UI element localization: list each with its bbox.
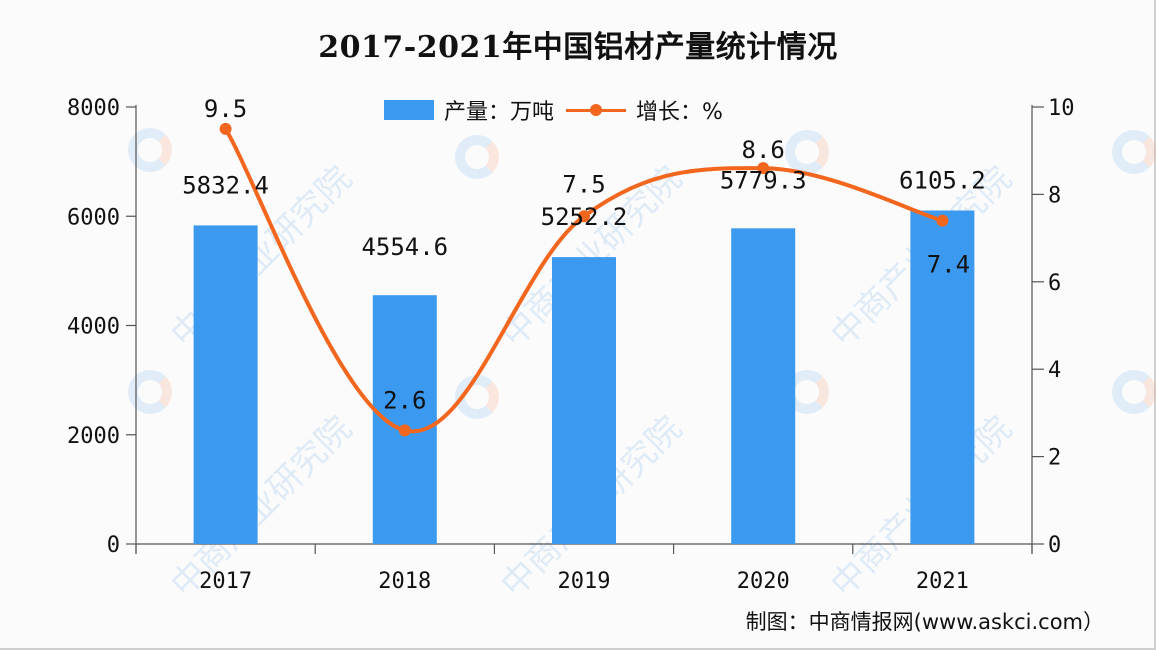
left-y-tick-label: 2000 <box>67 424 120 449</box>
right-y-tick-label: 10 <box>1048 96 1075 121</box>
bar-2021 <box>910 210 975 544</box>
line-value-label: 9.5 <box>204 95 247 123</box>
chart-legend: 产量：万吨 增长：% <box>384 92 727 128</box>
bar-series <box>193 210 975 545</box>
chart-title: 2017-2021年中国铝材产量统计情况 <box>318 30 838 65</box>
line-value-label: 7.5 <box>562 170 605 198</box>
data-labels: 5832.4 4554.6 5252.2 5779.3 6105.2 9.5 2.6 7.5 8… <box>182 95 986 415</box>
line-marker-2017 <box>219 122 232 135</box>
line-marker-2018 <box>398 424 411 437</box>
right-y-tick-label: 4 <box>1048 358 1061 383</box>
x-tick-label: 2018 <box>378 569 431 594</box>
line-value-label: 2.6 <box>383 386 426 414</box>
right-y-tick-label: 2 <box>1048 446 1061 471</box>
axes: 0 2000 4000 6000 8000 0 2 4 6 8 10 2017 2018 2019 2020… <box>67 96 1074 594</box>
bar-value-label: 5252.2 <box>541 203 628 231</box>
left-y-tick-label: 4000 <box>67 315 120 340</box>
bar-value-label: 6105.2 <box>899 167 986 195</box>
bar-2019 <box>552 257 616 544</box>
right-y-tick-label: 6 <box>1048 271 1061 296</box>
right-y-tick-label: 0 <box>1048 533 1061 558</box>
line-series <box>219 122 949 437</box>
bar-2017 <box>193 225 258 544</box>
x-tick-label: 2019 <box>558 569 611 594</box>
left-y-tick-label: 6000 <box>67 205 120 230</box>
legend-bar-label: 产量：万吨 <box>444 100 555 125</box>
growth-line <box>223 126 945 434</box>
left-y-tick-label: 8000 <box>67 96 120 121</box>
line-value-label: 7.4 <box>927 251 970 279</box>
line-value-label: 8.6 <box>742 136 785 164</box>
line-marker-2020 <box>757 162 770 175</box>
legend-line-swatch-icon <box>566 100 627 120</box>
legend-line-label: 增长：% <box>636 100 723 125</box>
left-y-tick-label: 0 <box>107 533 120 558</box>
bar-value-label: 4554.6 <box>361 233 448 261</box>
x-tick-label: 2021 <box>916 569 969 594</box>
bar-2020 <box>731 228 796 545</box>
line-marker-2019 <box>578 210 590 223</box>
x-tick-label: 2017 <box>199 569 252 594</box>
legend-bar-swatch-icon <box>384 100 434 120</box>
line-marker-2021 <box>936 214 949 227</box>
x-tick-label: 2020 <box>737 569 790 594</box>
source-credit: 制图：中商情报网(www.askci.com） <box>745 610 1104 634</box>
bar-value-label: 5832.4 <box>182 171 269 199</box>
right-y-tick-label: 8 <box>1048 183 1061 208</box>
bar-value-label: 5779.3 <box>720 166 807 194</box>
